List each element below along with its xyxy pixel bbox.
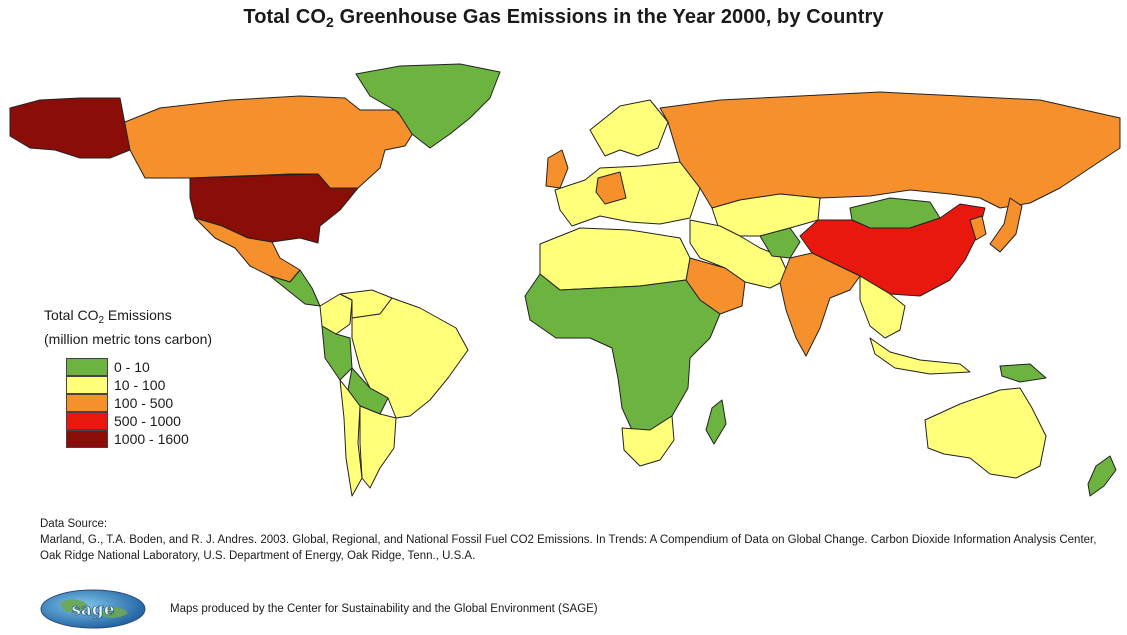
legend-item: 100 - 500 (66, 394, 212, 412)
region-korea (969, 215, 987, 241)
legend-item: 500 - 1000 (66, 412, 212, 430)
sage-logo: sage (40, 589, 146, 629)
region-north-africa (539, 227, 691, 291)
legend-swatch (66, 394, 108, 412)
legend-title: Total CO2 Emissions (44, 307, 172, 326)
data-source-heading: Data Source: (40, 518, 108, 530)
credit-line: sage Maps produced by the Center for Sus… (40, 589, 598, 629)
region-sub-saharan-africa (524, 273, 721, 431)
legend-items: 0 - 10 10 - 100 100 - 500 500 - 1000 100… (66, 358, 212, 448)
region-chile (339, 379, 363, 497)
region-alaska (9, 97, 131, 159)
legend-swatch (66, 412, 108, 430)
region-australia (924, 387, 1047, 479)
legend-item: 10 - 100 (66, 376, 212, 394)
region-afghanistan (759, 227, 801, 259)
region-south-africa (621, 415, 675, 467)
data-source-citation: Marland, G., T.A. Boden, and R. J. Andre… (40, 534, 1097, 562)
legend-swatch (66, 376, 108, 394)
legend-swatch (66, 358, 108, 376)
region-western-europe (554, 161, 701, 227)
region-central-america (269, 269, 321, 307)
legend-swatch (66, 430, 108, 448)
legend-item: 0 - 10 (66, 358, 212, 376)
credit-text: Maps produced by the Center for Sustaina… (170, 603, 598, 615)
data-source: Data Source: Marland, G., T.A. Boden, an… (40, 516, 1100, 564)
region-united-kingdom (545, 149, 569, 189)
region-argentina (359, 405, 397, 489)
region-canada (119, 95, 416, 189)
world-map (9, 63, 1121, 497)
region-japan (989, 197, 1023, 253)
region-scandinavia (589, 99, 669, 157)
map-title: Total CO2 Greenhouse Gas Emissions in th… (243, 6, 884, 30)
region-russia (659, 91, 1121, 209)
svg-text:sage: sage (71, 600, 114, 620)
map-legend: Total CO2 Emissions (million metric tons… (38, 306, 212, 448)
region-india (779, 252, 861, 357)
region-new-zealand (1087, 455, 1117, 497)
region-papua-new-guinea (999, 363, 1047, 383)
legend-item: 1000 - 1600 (66, 430, 212, 448)
region-peru (321, 325, 353, 381)
region-southeast-asia (859, 275, 906, 339)
region-brazil (351, 297, 469, 419)
legend-subtitle: (million metric tons carbon) (44, 331, 213, 347)
region-indonesia (869, 337, 971, 375)
region-madagascar (705, 399, 727, 445)
region-germany (595, 171, 627, 205)
region-greenland (355, 63, 501, 149)
